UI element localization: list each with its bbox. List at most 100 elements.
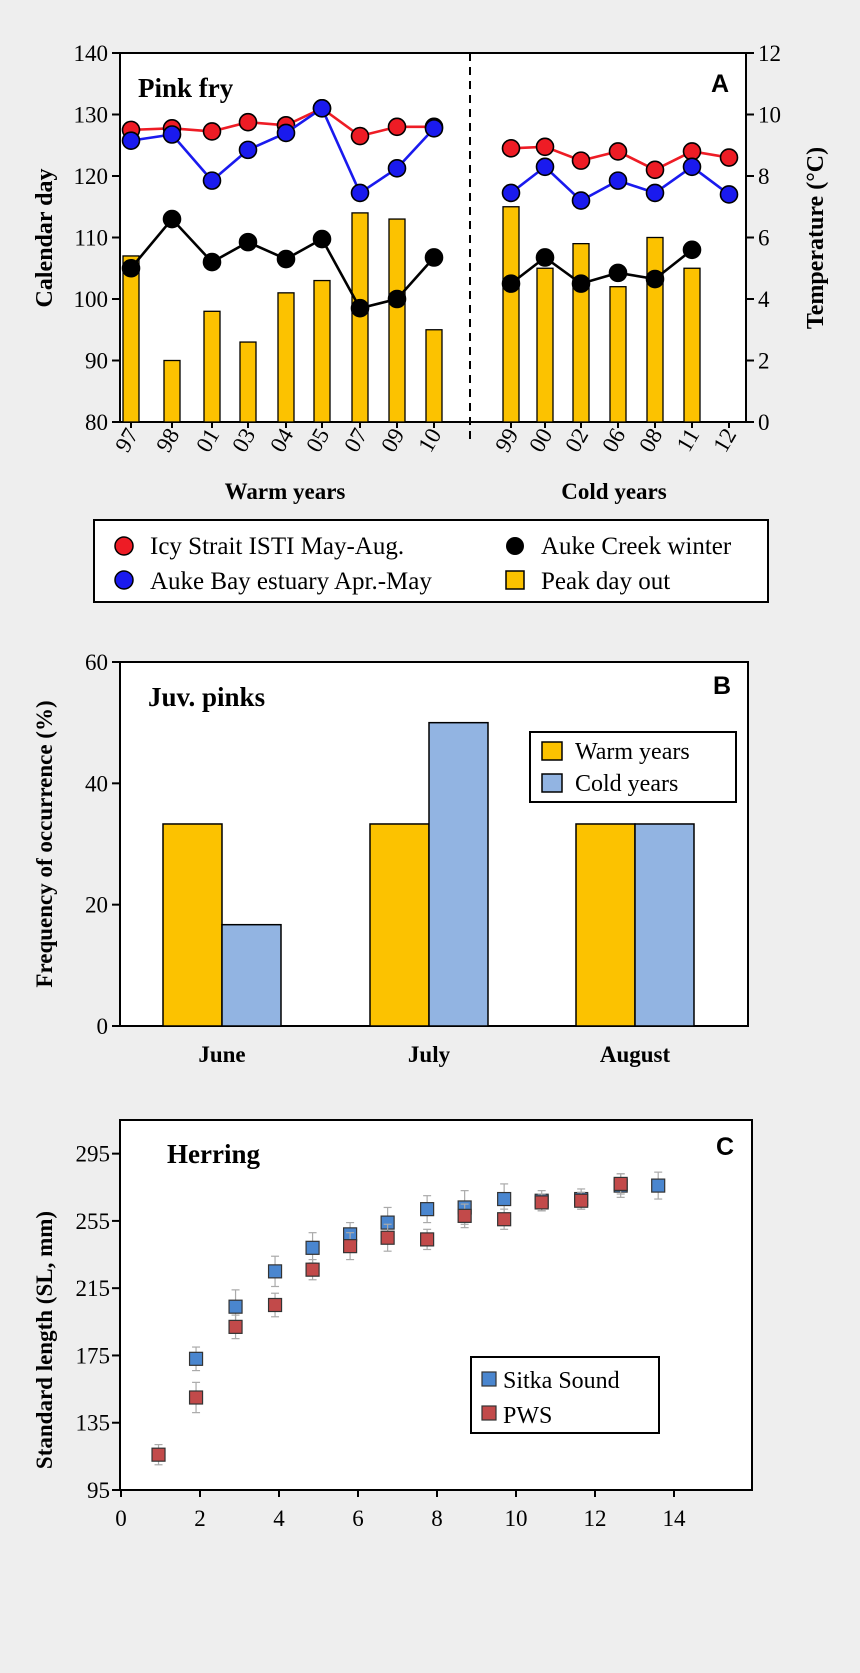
- series-marker-3: [162, 209, 182, 229]
- series-marker-2: [202, 171, 222, 190]
- series-marker-1: [682, 142, 702, 161]
- a-ytick-label: 90: [85, 349, 108, 374]
- panel-a-legend-box: [93, 519, 769, 603]
- legend-warm-marker: [541, 741, 563, 761]
- panel-c-ylabel: Standard length (SL, mm): [32, 1211, 57, 1469]
- series-marker-1: [387, 117, 407, 137]
- series-marker-3: [608, 263, 628, 283]
- pws-point: [574, 1193, 589, 1208]
- a-xtick-label: 03: [227, 424, 260, 456]
- a-xtick-label: 04: [265, 424, 298, 457]
- series-marker-2: [645, 183, 665, 203]
- panel-c: 95 135 175 215 255 295 0 2 4 6 8 10 12 14 Herring C S…: [32, 1119, 753, 1531]
- b-xtick-label: June: [198, 1042, 245, 1067]
- peak-day-bar: [203, 310, 221, 423]
- panel-c-label: C: [716, 1133, 734, 1161]
- sitka-point: [497, 1191, 512, 1207]
- panel-a-title: Pink fry: [138, 73, 234, 103]
- legend-auke-bay-label: Auke Bay estuary Apr.-May: [150, 568, 432, 595]
- c-ytick-label: 255: [76, 1209, 111, 1234]
- a-xtick-label: 05: [301, 424, 334, 456]
- a-xtick-label: 01: [191, 424, 224, 456]
- warm-bar: [575, 823, 636, 1027]
- cold-bar: [634, 823, 695, 1027]
- panel-a-group-cold: Cold years: [561, 479, 666, 504]
- b-ytick-label: 20: [85, 893, 108, 918]
- peak-day-bar: [277, 292, 295, 423]
- legend-auke-creek-marker: [506, 537, 524, 555]
- c-xtick-label: 2: [194, 1506, 206, 1531]
- series-marker-1: [238, 112, 258, 132]
- series-marker-2: [682, 157, 702, 177]
- legend-sitka-label: Sitka Sound: [503, 1368, 620, 1394]
- series-marker-3: [121, 258, 141, 278]
- c-ytick-label: 95: [87, 1478, 110, 1503]
- b-ytick-label: 40: [85, 771, 108, 796]
- peak-day-bar: [239, 341, 257, 423]
- panel-a-group-warm: Warm years: [225, 479, 346, 504]
- panel-b: June July August 0 20 40 60 Juv. pinks B Frequ…: [32, 650, 749, 1067]
- legend-pws-marker: [481, 1405, 497, 1421]
- legend-auke-bay-marker: [114, 570, 134, 590]
- series-marker-1: [571, 151, 591, 170]
- pws-point: [380, 1230, 395, 1245]
- b-xtick-label: July: [408, 1042, 451, 1067]
- series-marker-2: [238, 140, 258, 160]
- panel-c-legend: Sitka Sound PWS: [470, 1356, 660, 1434]
- panel-b-label: B: [713, 672, 731, 700]
- pws-point: [305, 1262, 320, 1277]
- panel-c-plot-area: [119, 1119, 753, 1491]
- series-marker-1: [535, 137, 555, 157]
- series-marker-1: [501, 139, 521, 158]
- panel-b-legend: Warm years Cold years: [529, 731, 737, 803]
- panel-a-y2label: Temperature (°C): [803, 147, 829, 329]
- a-ytick-label: 130: [74, 103, 109, 128]
- legend-icy-strait-marker: [114, 536, 134, 556]
- sitka-point: [420, 1202, 435, 1217]
- series-marker-3: [276, 249, 296, 269]
- panel-c-legend-box: [470, 1356, 660, 1434]
- c-ytick-label: 215: [76, 1276, 111, 1301]
- peak-day-bar: [683, 267, 701, 423]
- legend-cold-label: Cold years: [575, 771, 678, 797]
- series-marker-1: [719, 148, 739, 167]
- c-ytick-label: 295: [76, 1142, 111, 1167]
- pws-point: [613, 1176, 628, 1192]
- series-marker-3: [238, 232, 258, 252]
- warm-bar: [369, 823, 430, 1027]
- series-marker-3: [424, 248, 444, 267]
- c-xtick-label: 10: [505, 1506, 528, 1531]
- a-xtick-label: 12: [708, 424, 741, 456]
- a-ytick-label: 140: [74, 41, 109, 66]
- a-y2tick-label: 12: [758, 41, 781, 66]
- a-xtick-label: 00: [524, 424, 557, 456]
- pws-point: [151, 1447, 166, 1462]
- series-marker-3: [501, 274, 521, 293]
- c-xtick-label: 14: [663, 1506, 687, 1531]
- series-marker-2: [719, 185, 739, 204]
- series-marker-3: [571, 274, 591, 293]
- series-marker-2: [571, 191, 591, 210]
- a-xtick-label: 09: [376, 424, 409, 456]
- legend-warm-label: Warm years: [575, 739, 690, 765]
- a-y2tick-label: 2: [758, 349, 770, 374]
- series-marker-2: [162, 125, 182, 144]
- pws-point: [534, 1195, 549, 1210]
- legend-auke-creek-label: Auke Creek winter: [541, 533, 732, 560]
- series-marker-3: [387, 289, 407, 309]
- a-ytick-label: 80: [85, 410, 108, 435]
- a-ytick-label: 120: [74, 164, 109, 189]
- a-xtick-label: 06: [597, 424, 630, 456]
- cold-bar: [221, 923, 282, 1027]
- pws-point: [343, 1239, 358, 1254]
- c-ytick-label: 175: [76, 1343, 111, 1368]
- peak-day-bar: [122, 255, 140, 423]
- a-y2tick-label: 8: [758, 164, 770, 189]
- sitka-point: [651, 1178, 666, 1193]
- c-xtick-label: 6: [352, 1506, 364, 1531]
- b-ytick-label: 60: [85, 650, 108, 675]
- pws-point: [188, 1390, 204, 1405]
- series-marker-2: [387, 159, 407, 178]
- pws-point: [267, 1297, 283, 1313]
